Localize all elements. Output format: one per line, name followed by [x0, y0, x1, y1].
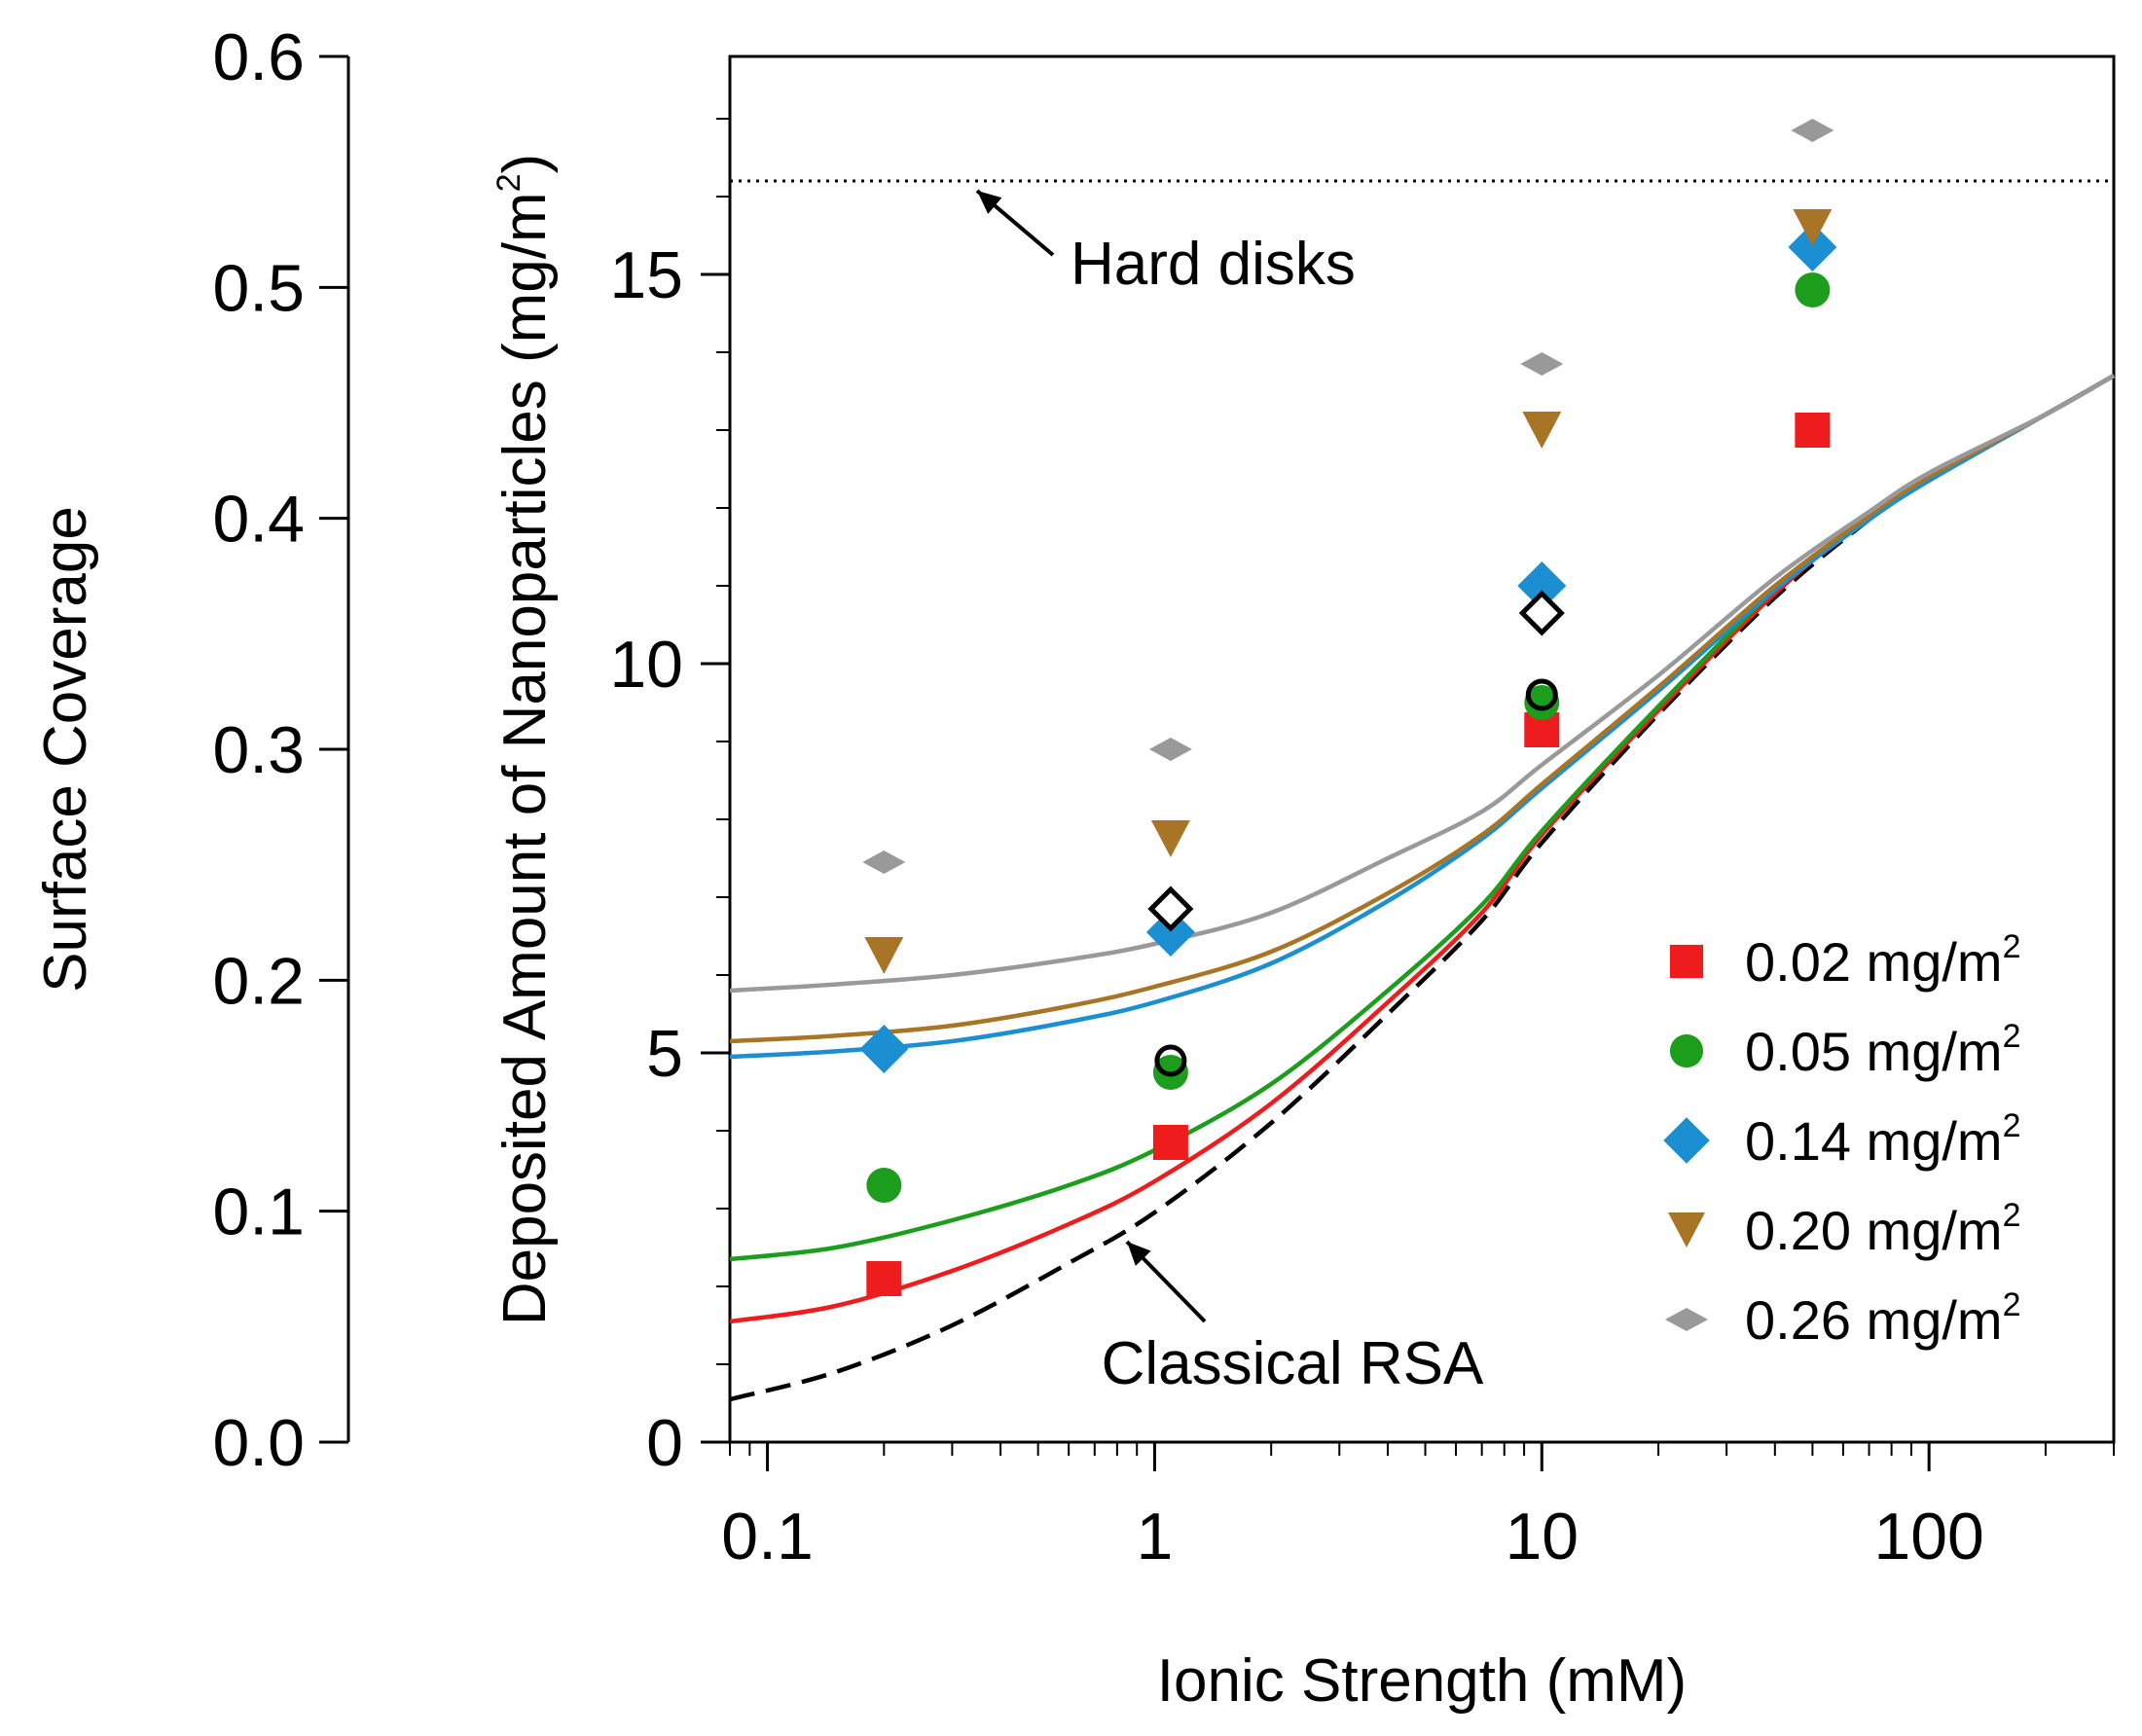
- legend-label-sup-0: 2: [2003, 928, 2021, 965]
- legend-marker-0: [1669, 944, 1704, 979]
- secondary-tick-label: 0.2: [212, 944, 305, 1018]
- fit-curve-2: [729, 374, 2116, 1060]
- legend-label-sup-4: 2: [2003, 1286, 2021, 1323]
- data-point-1-3: [1795, 272, 1831, 307]
- legend-label-3: 0.20 mg/m2: [1745, 1197, 2020, 1261]
- data-point-3-0: [864, 937, 904, 974]
- y-tick-label: 15: [609, 238, 683, 312]
- legend-label-main-2: 0.14 mg/m: [1745, 1110, 2003, 1172]
- plot-frame: [728, 54, 2116, 1444]
- data-point-3-1: [1150, 820, 1190, 857]
- legend-label-0: 0.02 mg/m2: [1745, 928, 2020, 993]
- data-point-4-1: [1148, 738, 1192, 761]
- secondary-tick-label: 0.3: [212, 713, 305, 787]
- y-axis-label-main: Deposited Amount of Nanoparticles (mg/m: [491, 192, 559, 1325]
- secondary-tick-label: 0.6: [212, 20, 305, 94]
- data-point-1-0: [866, 1168, 902, 1203]
- legend-marker-2: [1663, 1117, 1710, 1164]
- legend-marker-4: [1665, 1308, 1708, 1331]
- data-point-2-1: [1145, 908, 1195, 957]
- legend-label-main-3: 0.20 mg/m: [1745, 1200, 2003, 1261]
- secondary-y-axis: 0.0 0.1 0.2 0.3 0.4 0.5 0.6 Surface Coverage: [32, 20, 350, 1480]
- classical-rsa-arrow-head: [1127, 1242, 1151, 1266]
- hard-disks-label: Hard disks: [1071, 231, 1356, 298]
- y-axis-label-sup: 2: [490, 173, 527, 192]
- secondary-tick-label: 0.5: [212, 251, 305, 325]
- data-point-2-3: [1788, 223, 1837, 271]
- legend-marker-3: [1668, 1212, 1705, 1248]
- data-point-4-2: [1520, 352, 1564, 376]
- y-tick-label: 5: [646, 1017, 683, 1091]
- data-point-3-3: [1793, 209, 1833, 246]
- legend-label-main-1: 0.05 mg/m: [1745, 1021, 2003, 1082]
- data-point-1-2: [1524, 685, 1560, 720]
- data-point-0-3: [1795, 413, 1831, 448]
- data-point-0-0: [866, 1261, 902, 1296]
- y-tick-label: 0: [646, 1406, 683, 1480]
- data-point-2-2: [1517, 561, 1567, 610]
- legend-label-2: 0.14 mg/m2: [1745, 1107, 2020, 1172]
- secondary-axis-label: Surface Coverage: [32, 506, 99, 993]
- open-marker-1: [1525, 678, 1558, 711]
- open-marker-3: [1518, 590, 1565, 636]
- y-axis-label: Deposited Amount of Nanoparticles (mg/m2…: [490, 154, 559, 1325]
- legend-label-1: 0.05 mg/m2: [1745, 1018, 2020, 1082]
- legend: 0.02 mg/m20.05 mg/m20.14 mg/m20.20 mg/m2…: [1663, 928, 2020, 1351]
- x-tick-label: 10: [1505, 1500, 1579, 1573]
- x-tick-label: 100: [1873, 1500, 1983, 1573]
- open-marker-0: [1154, 1044, 1187, 1077]
- fit-curve-3: [729, 374, 2116, 1044]
- legend-label-4: 0.26 mg/m2: [1745, 1286, 2020, 1351]
- x-axis-label: Ionic Strength (mM): [1157, 1647, 1687, 1715]
- data-point-4-3: [1791, 119, 1834, 142]
- legend-label-main-0: 0.02 mg/m: [1745, 931, 2003, 993]
- legend-label-main-4: 0.26 mg/m: [1745, 1289, 2003, 1351]
- classical-rsa-label: Classical RSA: [1102, 1330, 1484, 1397]
- data-point-2-0: [859, 1025, 909, 1073]
- open-marker-2: [1147, 886, 1194, 932]
- secondary-tick-label: 0.4: [212, 483, 305, 557]
- y-axis-label-close: ): [491, 154, 559, 174]
- secondary-tick-label: 0.0: [212, 1406, 305, 1480]
- data-point-3-2: [1522, 412, 1562, 449]
- x-tick-label: 1: [1137, 1500, 1174, 1573]
- legend-label-sup-3: 2: [2003, 1197, 2021, 1234]
- data-point-4-0: [862, 850, 906, 874]
- legend-marker-1: [1669, 1033, 1704, 1068]
- data-point-0-1: [1152, 1125, 1188, 1160]
- legend-label-sup-1: 2: [2003, 1018, 2021, 1055]
- annotations: Hard disks Classical RSA: [975, 189, 1484, 1397]
- hard-disks-arrow-head: [977, 191, 1002, 214]
- data-points: [859, 119, 1837, 1296]
- fit-curve-4: [729, 374, 2116, 994]
- x-tick-label: 0.1: [721, 1500, 814, 1573]
- main-axes: 0 5 10 15 0.1 1 10 100 Ionic Strength (mM) Deposi…: [490, 54, 2116, 1715]
- y-tick-label: 10: [609, 628, 683, 702]
- fit-curve-0: [729, 374, 2116, 1324]
- fit-curves: [729, 179, 2116, 1402]
- legend-label-sup-2: 2: [2003, 1107, 2021, 1144]
- secondary-tick-label: 0.1: [212, 1175, 305, 1249]
